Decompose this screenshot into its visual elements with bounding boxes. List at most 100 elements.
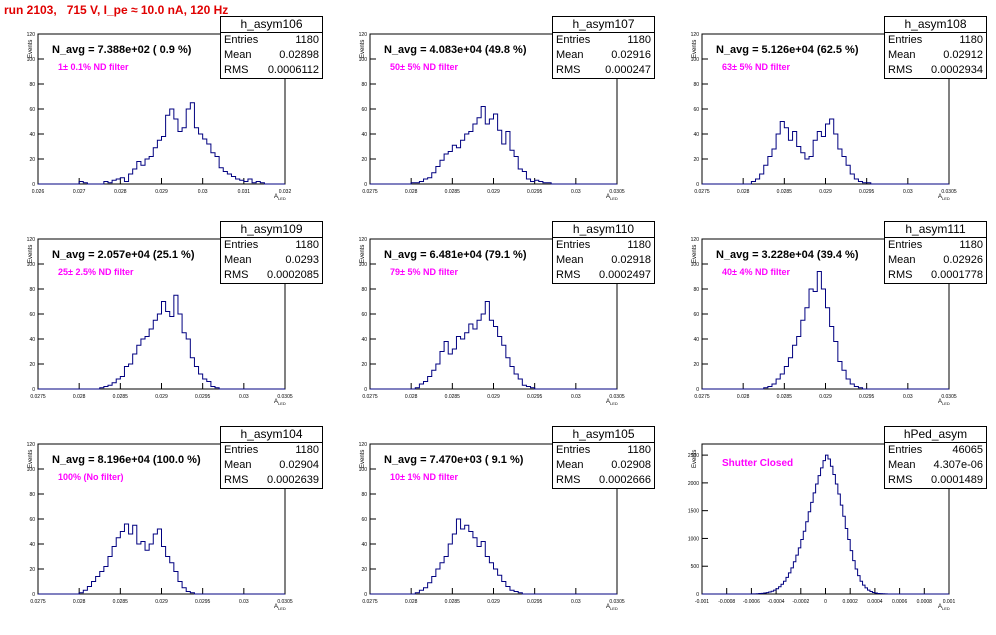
stats-row-rms: RMS 0.0001778 [885,268,986,283]
stats-box: h_asym111 Entries 1180 Mean 0.02926 RMS 0.0001… [884,221,987,284]
stats-key: Mean [556,49,584,61]
stats-row-rms: RMS 0.0006112 [221,63,322,78]
histogram-plot: 0 20 40 60 80 100 120 0.0275 0.028 0.0285 0.029 0.0… [359,32,625,195]
stats-value: 0.02916 [611,49,651,61]
x-tick-label: 0.0275 [362,189,378,195]
stats-value: 1180 [295,444,319,456]
stats-box: h_asym105 Entries 1180 Mean 0.02908 RMS 0.0002… [552,426,655,489]
x-axis-label-main: A [274,194,279,200]
y-tick-label: 100 [691,262,700,268]
x-tick-label: 0.028 [73,599,86,605]
y-tick-label: 100 [359,57,368,63]
x-tick-label: 0.0285 [777,189,793,195]
stats-key: RMS [556,474,581,486]
x-tick-label: -0.0002 [792,599,809,605]
x-axis-label: ALED [606,194,618,201]
x-tick-label: 0.0006 [892,599,908,605]
stats-row-mean: Mean 0.02898 [221,48,322,63]
stats-key: Mean [888,49,916,61]
y-axis-label: Events [28,39,34,58]
stats-value: 4.307e-06 [933,459,983,471]
histogram-series-h_asym107 [370,106,617,185]
stats-key: RMS [224,474,249,486]
stats-row-mean: Mean 4.307e-06 [885,458,986,473]
x-tick-label: 0.03 [903,394,913,400]
stats-box: h_asym110 Entries 1180 Mean 0.02918 RMS 0.0002… [552,221,655,284]
stats-value: 0.02912 [943,49,983,61]
stats-key: Entries [224,239,259,251]
stats-key: RMS [224,269,249,281]
x-axis-label: ALED [938,194,950,201]
x-axis-label-sub: LED [942,401,950,407]
x-tick-label: 0.0285 [445,394,461,400]
x-tick-label: 0.0275 [362,394,378,400]
x-tick-label: 0.032 [279,189,292,195]
x-tick-label: 0.03 [571,394,581,400]
x-tick-label: 0.028 [737,189,750,195]
x-axis-label-sub: LED [610,196,618,202]
histogram-name: h_asym109 [221,222,322,238]
histogram-plot: 0 500 1000 1500 2000 2500 -0.001 -0.0008 -0.0006… [688,443,955,605]
histogram-series-h_asym105 [370,518,617,595]
y-tick-label: 0 [696,182,699,188]
stats-row-rms: RMS 0.000247 [553,63,654,78]
stats-key: Entries [556,239,591,251]
y-tick-label: 40 [361,337,367,343]
x-tick-label: -0.0004 [768,599,785,605]
x-tick-label: 0.0275 [30,394,46,400]
x-tick-label: 0.03 [571,599,581,605]
x-axis-label: ALED [938,399,950,406]
stats-value: 1180 [627,444,651,456]
filter-label: 25± 2.5% ND filter [58,267,134,277]
stats-key: Mean [224,459,252,471]
y-tick-label: 120 [27,32,36,38]
x-axis-label-main: A [606,194,611,200]
n-avg-label: N_avg = 3.228e+04 (39.4 %) [716,249,859,261]
x-tick-label: 0.0285 [777,394,793,400]
y-tick-label: 120 [359,237,368,243]
histogram-series-hPed_asym [702,454,949,595]
n-avg-label: N_avg = 6.481e+04 (79.1 %) [384,249,527,261]
x-tick-label: 0.0305 [941,189,957,195]
stats-value: 0.0002666 [599,474,651,486]
histogram-name: h_asym107 [553,17,654,33]
y-tick-label: 20 [361,567,367,573]
n-avg-label: N_avg = 4.083e+04 (49.8 %) [384,44,527,56]
stats-row-mean: Mean 0.02904 [221,458,322,473]
x-axis-label: ALED [274,604,286,611]
y-tick-label: 0 [364,182,367,188]
y-tick-label: 120 [691,237,700,243]
y-tick-label: 100 [27,262,36,268]
stats-value: 0.02918 [611,254,651,266]
x-axis-label-main: A [938,194,943,200]
y-tick-label: 60 [29,107,35,113]
y-tick-label: 20 [361,362,367,368]
y-tick-label: 60 [361,517,367,523]
stats-value: 0.0001489 [931,474,983,486]
x-axis-label-sub: LED [942,196,950,202]
y-tick-label: 40 [693,132,699,138]
stats-key: Entries [888,34,923,46]
stats-key: RMS [224,64,249,76]
y-tick-label: 120 [359,32,368,38]
stats-key: Entries [556,444,591,456]
x-tick-label: 0.031 [238,189,251,195]
filter-label: 63± 5% ND filter [722,62,790,72]
histogram-name: h_asym108 [885,17,986,33]
histogram-plot: 0 20 40 60 80 100 120 0.026 0.027 0.028 0.029 0.03 0… [27,32,292,195]
x-tick-label: 0.028 [114,189,127,195]
stats-box: h_asym104 Entries 1180 Mean 0.02904 RMS 0.0002… [220,426,323,489]
y-tick-label: 40 [29,337,35,343]
x-tick-label: -0.0006 [743,599,760,605]
stats-row-entries: Entries 46065 [885,443,986,458]
y-tick-label: 100 [691,57,700,63]
stats-key: RMS [888,474,913,486]
stats-key: RMS [888,64,913,76]
x-tick-label: 0.03 [571,189,581,195]
histogram-plot: 0 20 40 60 80 100 120 0.0275 0.028 0.0285 0.029 0.0… [691,32,957,195]
n-avg-label: N_avg = 8.196e+04 (100.0 %) [52,454,201,466]
x-tick-label: 0.03 [239,394,249,400]
y-tick-label: 80 [361,492,367,498]
histogram-series-h_asym104 [38,523,285,595]
y-axis-label: Events [360,449,366,468]
